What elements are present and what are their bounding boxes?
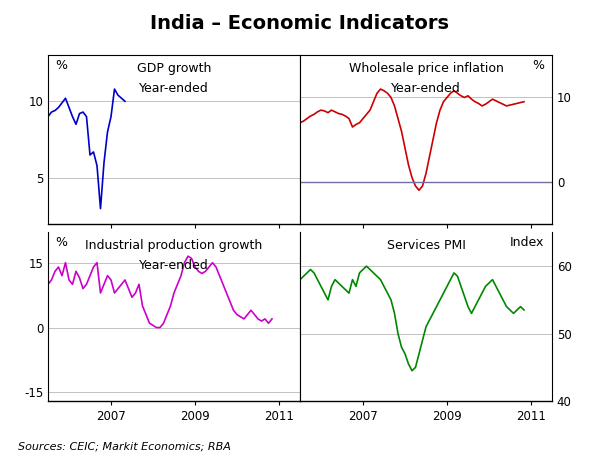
Text: GDP growth: GDP growth [137,62,211,75]
Text: Year-ended: Year-ended [139,83,209,95]
Text: Services PMI: Services PMI [386,239,466,252]
Text: Industrial production growth: Industrial production growth [85,239,263,252]
Text: Sources: CEIC; Markit Economics; RBA: Sources: CEIC; Markit Economics; RBA [18,442,231,452]
Text: India – Economic Indicators: India – Economic Indicators [151,14,449,33]
Text: %: % [532,59,544,72]
Text: Year-ended: Year-ended [391,83,461,95]
Text: Year-ended: Year-ended [139,260,209,272]
Text: %: % [56,59,68,72]
Text: Index: Index [510,236,544,249]
Text: %: % [56,236,68,249]
Text: Wholesale price inflation: Wholesale price inflation [349,62,503,75]
